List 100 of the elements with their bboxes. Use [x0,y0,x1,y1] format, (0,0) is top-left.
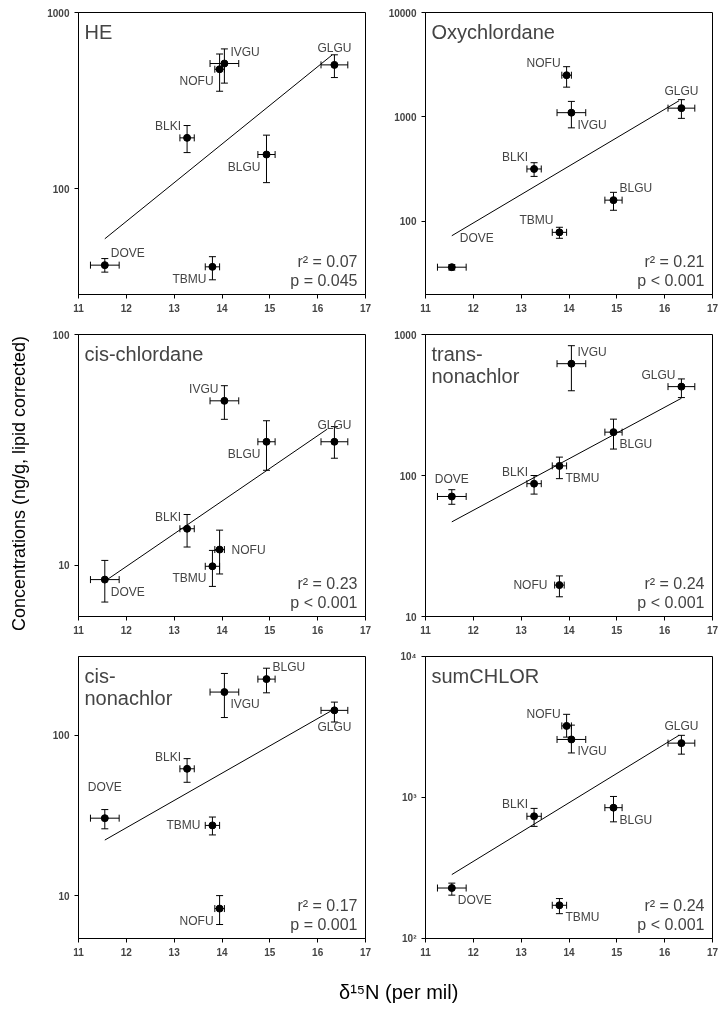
annotation: r² = 0.24 [644,896,705,914]
annotation: IVGU [230,44,260,59]
annotation: p = 0.045 [290,271,358,289]
x-tick-label: 13 [515,302,528,314]
y-tick-label: 10⁴ [400,651,417,662]
x-tick-label: 11 [420,946,432,958]
annotation: r² = 0.24 [644,574,705,592]
annotation: BLGU [619,812,653,827]
x-tick-label: 12 [467,946,480,958]
annotation: r² = 0.17 [297,896,358,914]
x-tick-label: 16 [659,302,671,314]
y-tick-label: 100 [399,216,417,228]
annotation: p < 0.001 [637,593,705,611]
annotation: r² = 0.21 [644,252,705,270]
annotation: DOVE [110,584,145,599]
x-tick-label: 16 [312,302,324,314]
x-tick-label: 14 [216,946,228,958]
y-tick-label: 10³ [402,792,418,803]
x-tick-label: 12 [467,302,480,314]
annotation: IVGU [189,381,219,396]
annotation: TBMU [565,910,600,925]
annotation: NOFU [179,913,214,928]
annotation: r² = 0.07 [297,252,358,270]
x-tick-label: 13 [168,302,181,314]
annotation: NOFU [526,706,561,721]
annotation: GLGU [664,719,699,734]
x-tick-label: 16 [659,624,671,636]
annotation: NOFU [526,56,561,71]
annotation: TBMU [172,271,207,286]
annotation: TBMU [565,470,600,485]
x-tick-label: 17 [359,302,372,314]
x-tick-label: 14 [216,624,228,636]
annotation: TBMU [172,571,207,586]
annotation: GLGU [641,367,676,382]
y-tick-label: 100 [52,183,70,195]
x-tick-label: 16 [312,624,324,636]
x-tick-label: 17 [706,302,719,314]
x-tick-label: 14 [563,624,575,636]
annotation: BLKI [155,509,182,524]
x-tick-label: 11 [420,302,432,314]
text: cis- nonachlor [84,664,173,709]
x-tick-label: 15 [264,302,276,314]
annotation: TBMU [519,213,554,228]
x-tick-label: 11 [73,624,85,636]
chart-title: sumCHLOR [431,664,540,687]
x-tick-label: 17 [359,946,372,958]
annotation: BLGU [619,181,653,196]
annotation: p = 0.001 [290,915,358,933]
x-tick-label: 12 [120,624,133,636]
annotation: NOFU [179,74,214,89]
annotation: IVGU [577,344,607,359]
annotation: IVGU [230,697,260,712]
x-tick-label: 12 [120,302,133,314]
chart-title: cis-chlordane [84,342,204,365]
annotation: BLKI [502,797,529,812]
x-tick-label: 14 [563,946,575,958]
annotation: BLKI [155,118,182,133]
annotation: BLGU [227,159,261,174]
annotation: NOFU [513,578,548,593]
annotation: DOVE [434,472,469,487]
x-tick-label: 15 [611,302,623,314]
annotation: GLGU [317,417,352,432]
x-tick-label: 16 [659,946,671,958]
chart-title: Oxychlordane [431,20,555,43]
x-tick-label: 11 [73,946,85,958]
x-tick-label: 15 [264,624,276,636]
x-tick-label: 11 [73,302,85,314]
annotation: p < 0.001 [637,271,705,289]
x-tick-label: 17 [706,946,719,958]
y-tick-label: 10 [58,560,70,572]
x-axis-title: δ¹⁵N (per mil) [338,980,459,1003]
annotation: GLGU [317,40,352,55]
x-tick-label: 15 [264,946,276,958]
x-tick-label: 13 [515,946,528,958]
annotation: IVGU [577,117,607,132]
chart-title: HE [84,20,113,43]
x-tick-label: 13 [515,624,528,636]
y-axis-title: Concentrations (ng/g, lipid corrected) [8,335,29,632]
x-tick-label: 12 [120,946,133,958]
annotation: NOFU [231,542,266,557]
y-tick-label: 1000 [47,7,70,19]
annotation: BLGU [227,446,261,461]
annotation: BLKI [502,149,529,164]
y-tick-label: 10² [402,933,418,944]
annotation: r² = 0.23 [297,574,358,592]
annotation: DOVE [457,893,492,908]
x-tick-label: 14 [216,302,228,314]
x-tick-label: 15 [611,624,623,636]
annotation: GLGU [664,84,699,99]
y-tick-label: 10 [58,890,70,902]
y-tick-label: 100 [52,329,70,341]
annotation: BLKI [155,749,182,764]
annotation: p < 0.001 [290,593,358,611]
x-tick-label: 17 [706,624,719,636]
x-tick-label: 16 [312,946,324,958]
annotation: IVGU [577,744,607,759]
x-tick-label: 13 [168,624,181,636]
y-tick-label: 100 [399,470,417,482]
annotation: p < 0.001 [637,915,705,933]
y-tick-label: 10000 [388,7,417,19]
